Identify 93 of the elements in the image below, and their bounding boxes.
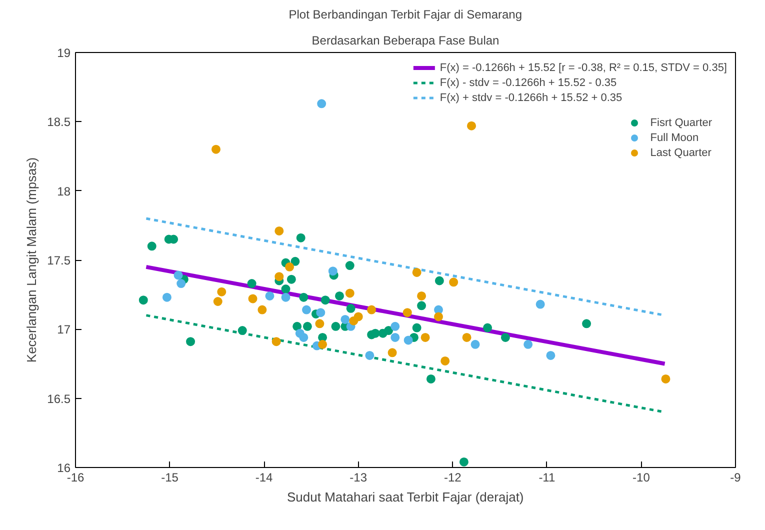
point [417, 301, 426, 310]
point [483, 323, 492, 332]
point [248, 294, 258, 304]
point [328, 266, 338, 276]
point [459, 457, 468, 466]
point [340, 314, 350, 324]
point [417, 291, 426, 300]
point [176, 279, 186, 288]
point [546, 350, 556, 360]
point [274, 272, 284, 282]
point [147, 242, 156, 251]
point [467, 121, 476, 130]
point [331, 322, 340, 331]
point [384, 326, 394, 336]
point [217, 287, 226, 296]
point [258, 305, 267, 314]
point [299, 292, 308, 302]
point [524, 340, 533, 349]
x-tick-label: -9 [730, 470, 742, 484]
point [162, 292, 172, 302]
point [186, 337, 196, 346]
point [247, 279, 256, 288]
point [434, 276, 444, 286]
point [317, 99, 326, 108]
point [320, 296, 330, 305]
point [302, 322, 312, 331]
point [345, 261, 354, 270]
point [318, 340, 328, 349]
point [354, 312, 363, 322]
point [462, 332, 472, 342]
point [238, 326, 247, 336]
x-tick-label: -13 [350, 470, 368, 484]
point [661, 374, 670, 384]
point [390, 332, 400, 342]
x-axis-title: Sudut Matahari saat Terbit Fajar (derajat) [287, 490, 524, 504]
point [274, 226, 284, 236]
point [335, 291, 344, 300]
y-tick-label: 19 [57, 46, 71, 60]
point [434, 312, 443, 322]
y-tick-label: 18 [57, 184, 71, 198]
x-tick-label: -10 [632, 470, 650, 484]
legend-label: F(x) - stdv = -0.1266h + 15.52 - 0.35 [440, 76, 617, 90]
point [390, 322, 400, 331]
point [138, 296, 148, 305]
point [174, 270, 183, 280]
point [302, 305, 311, 314]
chart-subtitle: Berdasarkan Beberapa Fase Bulan [312, 34, 500, 48]
point [299, 332, 308, 342]
point [449, 278, 458, 287]
legend-label: Fisrt Quarter [650, 116, 712, 130]
point [292, 322, 302, 331]
y-tick-label: 18.5 [47, 115, 71, 130]
point [211, 144, 220, 154]
x-tick-label: -14 [255, 470, 274, 484]
y-tick-label: 17 [57, 322, 71, 337]
point [296, 233, 306, 242]
y-tick-label: 17.5 [47, 254, 71, 268]
point [346, 304, 356, 313]
legend-label: Full Moon [650, 130, 699, 145]
x-tick-label: -12 [444, 470, 462, 484]
point [536, 300, 545, 309]
point [402, 308, 412, 318]
legend-label: F(x) = -0.1266h + 15.52 [r = -0.38, R² = 0.15, STDV = 0.35] [440, 60, 727, 75]
y-axis-title: Kecerlangan Langit Malam (mpsas) [24, 157, 40, 363]
point [412, 268, 422, 277]
point [470, 340, 480, 349]
point [404, 336, 413, 345]
point [345, 288, 354, 298]
point [272, 337, 281, 346]
y-tick-label: 16.5 [47, 392, 71, 406]
point [582, 319, 592, 328]
point [420, 332, 430, 342]
point [265, 291, 274, 300]
point [281, 284, 290, 294]
point [290, 256, 300, 266]
point [281, 292, 290, 302]
legend-label: Last Quarter [650, 146, 712, 160]
point [500, 332, 510, 342]
chart-title: Plot Berbandingan Terbit Fajar di Semarang [288, 8, 522, 22]
x-tick-label: -15 [161, 470, 179, 484]
point [388, 348, 397, 358]
point [316, 308, 326, 318]
point [315, 319, 324, 328]
point [365, 350, 374, 360]
point [213, 297, 222, 306]
point [426, 374, 436, 384]
point [285, 262, 294, 272]
point [286, 274, 296, 284]
point [440, 356, 450, 366]
point [367, 305, 376, 314]
x-tick-label: -11 [538, 470, 556, 484]
point [412, 323, 422, 332]
legend-label: F(x) + stdv = -0.1266h + 15.52 + 0.35 [440, 90, 622, 105]
